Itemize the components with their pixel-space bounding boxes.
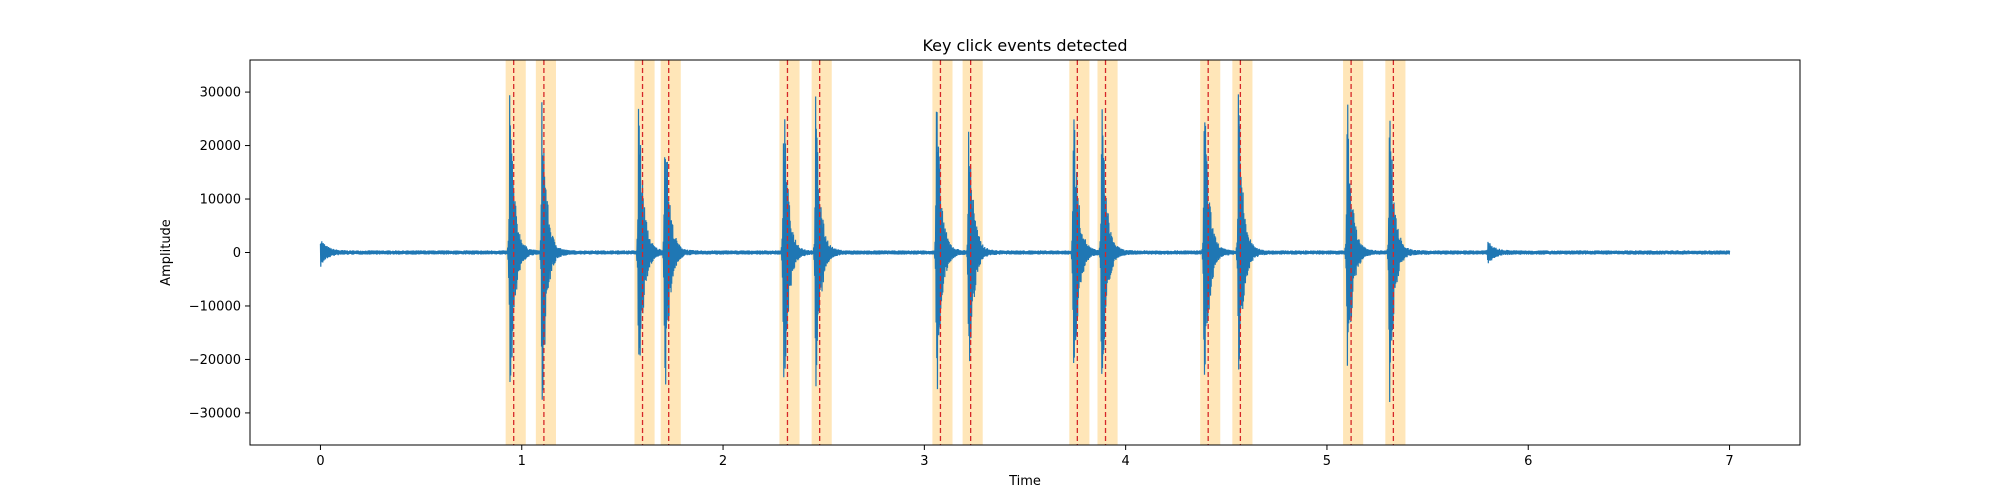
waveform-trace [319,94,1731,403]
x-tick-label: 1 [518,454,526,469]
y-tick-label: −20000 [189,353,241,368]
y-tick-label: −10000 [189,299,241,314]
y-tick-label: 30000 [200,86,241,101]
y-axis-label: Amplitude [159,219,174,286]
x-axis-label: Time [1008,474,1041,489]
event-lines [513,60,1395,445]
waveform [319,94,1731,403]
x-tick-label: 6 [1524,454,1532,469]
chart-title: Key click events detected [922,36,1127,55]
plot-area [249,59,1801,446]
x-tick-label: 2 [719,454,727,469]
x-axis-ticks: 0 1 2 3 4 5 6 7 [316,445,1734,469]
y-axis-ticks: −30000 −20000 −10000 0 10000 20000 30000 [189,86,250,421]
y-tick-label: −30000 [189,406,241,421]
x-tick-label: 4 [1122,454,1130,469]
y-tick-label: 20000 [200,139,241,154]
y-tick-label: 10000 [200,193,241,208]
x-tick-label: 5 [1323,454,1331,469]
y-tick-label: 0 [233,246,241,261]
x-tick-label: 7 [1725,454,1733,469]
x-tick-label: 0 [316,454,324,469]
x-tick-label: 3 [920,454,928,469]
